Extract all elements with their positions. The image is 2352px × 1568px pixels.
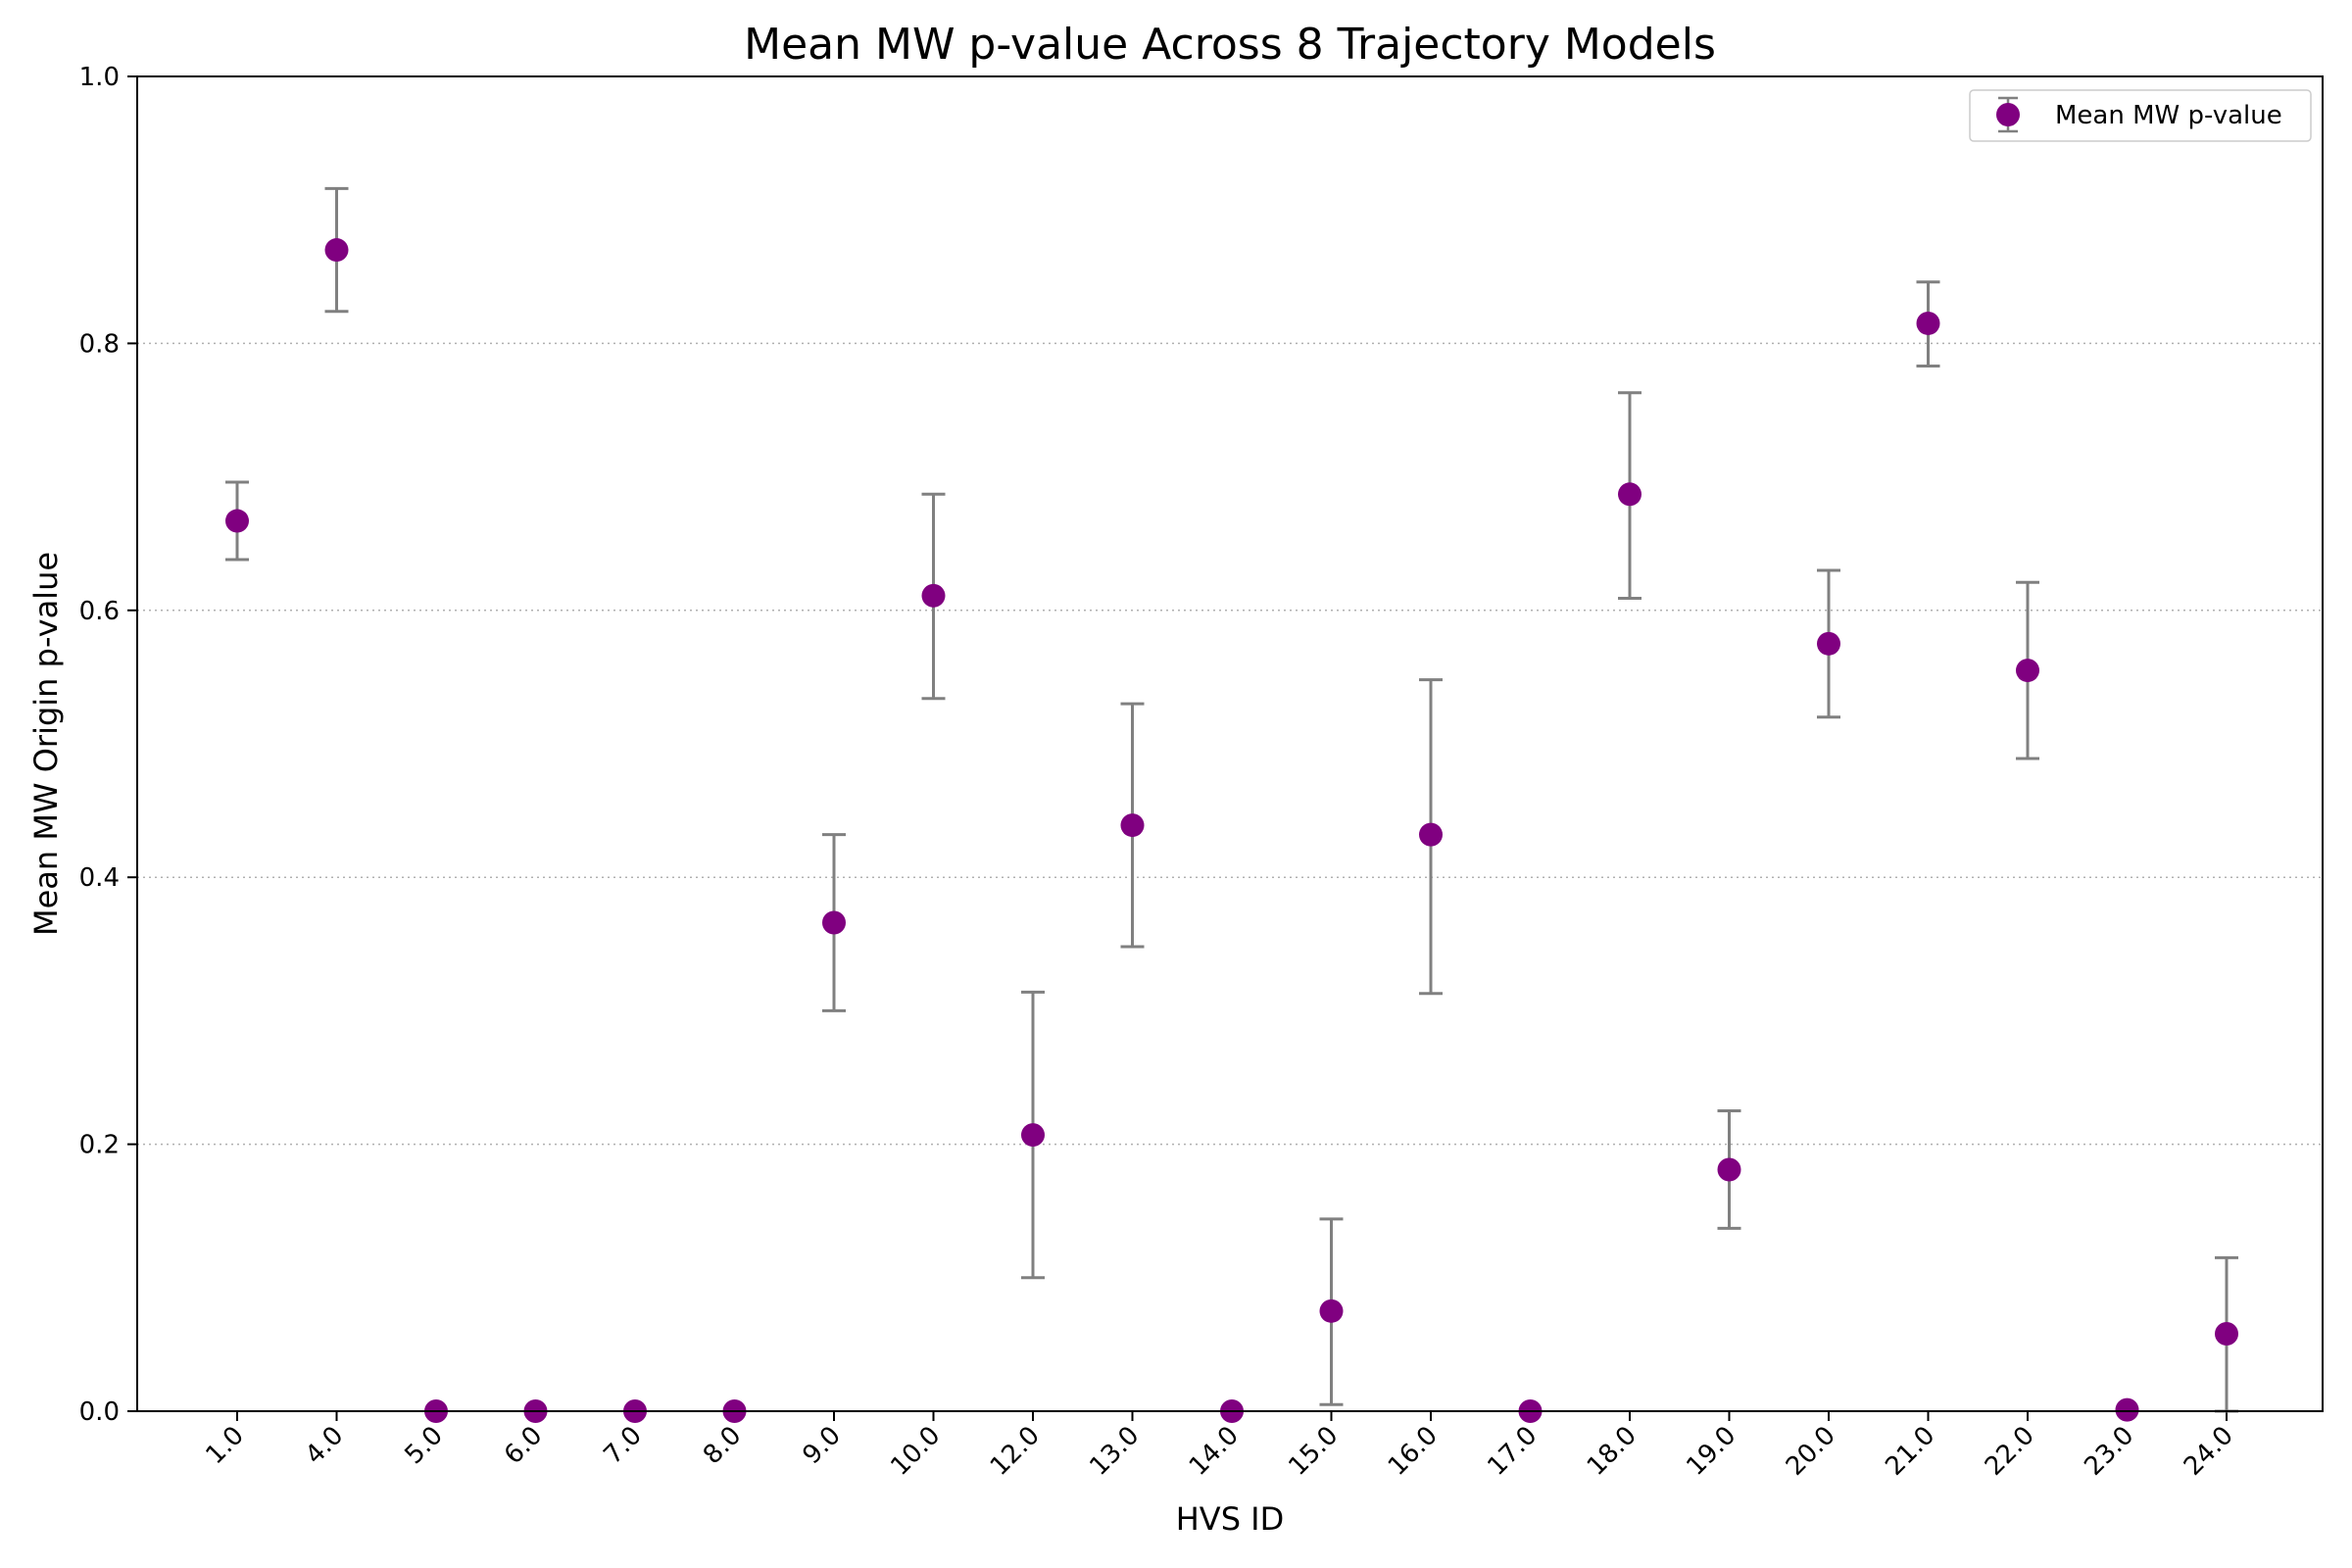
data-point (1120, 813, 1145, 838)
y-tick-label: 1.0 (79, 63, 120, 92)
data-point (225, 509, 249, 533)
x-tick-label: 9.0 (797, 1421, 846, 1470)
x-tick-label: 1.0 (200, 1421, 249, 1470)
x-tick-label: 7.0 (598, 1421, 647, 1470)
data-point (1319, 1298, 1344, 1323)
x-tick-label: 6.0 (499, 1421, 548, 1470)
data-points (225, 238, 2238, 1423)
x-axis-label: HVS ID (1176, 1500, 1285, 1538)
chart-title: Mean MW p-value Across 8 Trajectory Mode… (744, 20, 1716, 70)
data-point (2115, 1397, 2139, 1422)
legend-label: Mean MW p-value (2055, 101, 2282, 130)
data-point (921, 583, 946, 608)
y-tick-label: 0.6 (79, 597, 120, 626)
y-tick-label: 0.8 (79, 329, 120, 359)
x-tick-label: 18.0 (1582, 1421, 1642, 1482)
error-bars (225, 186, 2238, 1413)
y-axis: 0.0 0.2 0.4 0.6 0.8 1.0 (79, 63, 137, 1427)
x-tick-label: 5.0 (399, 1421, 448, 1470)
data-point (1717, 1157, 1741, 1182)
legend-marker (1996, 103, 2020, 126)
x-tick-label: 16.0 (1383, 1421, 1444, 1482)
y-tick-label: 0.4 (79, 863, 120, 893)
x-tick-label: 12.0 (985, 1421, 1046, 1482)
x-tick-label: 15.0 (1283, 1421, 1344, 1482)
x-tick-label: 17.0 (1482, 1421, 1543, 1482)
legend: Mean MW p-value (1969, 89, 2312, 142)
legend-box (1969, 89, 2312, 142)
data-point (1419, 822, 1443, 847)
x-tick-label: 22.0 (1980, 1421, 2040, 1482)
y-axis-label: Mean MW Origin p-value (27, 552, 65, 936)
grid-lines (137, 342, 2323, 1146)
y-tick-label: 0.2 (79, 1131, 120, 1160)
y-tick-label: 0.0 (79, 1397, 120, 1427)
data-point (822, 910, 846, 935)
x-tick-label: 8.0 (698, 1421, 747, 1470)
x-tick-label: 4.0 (300, 1421, 349, 1470)
x-tick-label: 21.0 (1880, 1421, 1940, 1482)
data-point (324, 238, 349, 263)
data-point (1021, 1123, 1045, 1148)
x-tick-label: 23.0 (2079, 1421, 2139, 1482)
plot-frame (136, 75, 2324, 1412)
x-tick-label: 24.0 (2179, 1421, 2239, 1482)
data-point (2016, 659, 2039, 683)
x-tick-label: 20.0 (1781, 1421, 1841, 1482)
x-axis: 1.0 4.0 5.0 6.0 7.0 8.0 9.0 10.0 12.0 13.0 14.0 15.… (200, 1411, 2239, 1482)
data-point (1618, 482, 1642, 507)
x-tick-label: 13.0 (1084, 1421, 1145, 1482)
data-point (1817, 631, 1840, 656)
data-point (1916, 311, 1940, 335)
x-tick-label: 19.0 (1681, 1421, 1741, 1482)
data-point (2215, 1322, 2238, 1347)
x-tick-label: 14.0 (1184, 1421, 1245, 1482)
x-tick-label: 10.0 (885, 1421, 946, 1482)
